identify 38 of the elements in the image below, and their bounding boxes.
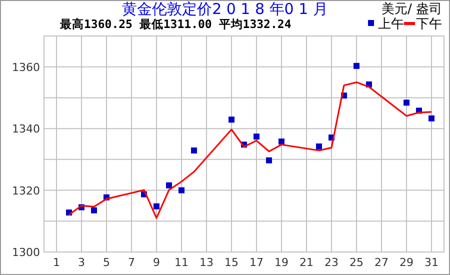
point (354, 62, 360, 69)
point (266, 157, 272, 164)
point (178, 187, 184, 194)
x-tick-label: 11 (174, 256, 188, 269)
chart-title: 黄金伦敦定价2 0 1 8 年0 1 月 (122, 0, 328, 18)
y-tick-label: 1320 (12, 184, 40, 198)
x-tick-label: 19 (274, 256, 288, 269)
point (278, 138, 284, 145)
point (228, 116, 234, 123)
y-tick-label: 1340 (12, 122, 40, 136)
y-tick-label: 1360 (12, 60, 40, 74)
y-tick-label: 1300 (12, 246, 40, 259)
x-tick-label: 9 (153, 256, 160, 269)
x-tick-label: 31 (424, 256, 438, 269)
x-tick-label: 5 (103, 256, 110, 269)
x-tick-label: 23 (324, 256, 338, 269)
point (428, 115, 434, 122)
point (166, 182, 172, 188)
legend-label: 下午 (416, 17, 442, 32)
point (191, 147, 197, 154)
x-tick-label: 29 (400, 256, 414, 269)
x-tick-label: 13 (200, 256, 214, 269)
x-tick-label: 7 (128, 256, 135, 269)
x-tick-label: 27 (374, 256, 388, 269)
chart-subtitle: 最高1360.25 最低1311.00 平均1332.24 (59, 17, 292, 31)
x-tick-label: 21 (300, 256, 314, 269)
x-tick-label: 17 (250, 256, 264, 269)
point (154, 203, 160, 210)
x-tick-label: 25 (350, 256, 364, 269)
point (404, 100, 410, 106)
point (91, 207, 97, 214)
point (254, 134, 260, 140)
point (316, 143, 322, 150)
x-tick-label: 15 (224, 256, 238, 269)
text: 美元/ 盎司 (381, 1, 442, 17)
x-tick-label: 3 (78, 256, 85, 269)
x-tick-label: 1 (53, 256, 60, 269)
legend-label: 上午 (378, 17, 404, 32)
